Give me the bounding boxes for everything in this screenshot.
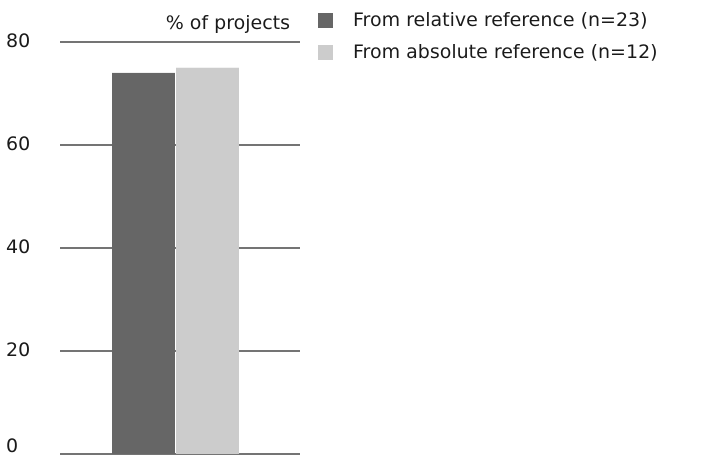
bars xyxy=(112,67,239,455)
y-tick-label-80: 80 xyxy=(6,30,30,52)
legend-swatch-absolute xyxy=(318,44,333,60)
bar-chart: 80 60 40 20 0 % of projects xyxy=(6,12,300,457)
y-tick-label-0: 0 xyxy=(6,435,18,457)
bar-relative-reference xyxy=(112,72,175,455)
y-tick-label-60: 60 xyxy=(6,133,30,155)
legend: From relative reference (n=23) From abso… xyxy=(318,6,658,70)
legend-item-absolute: From absolute reference (n=12) xyxy=(318,38,658,66)
y-tick-label-40: 40 xyxy=(6,236,30,258)
y-axis-unit-label: % of projects xyxy=(166,12,290,34)
legend-item-relative: From relative reference (n=23) xyxy=(318,6,658,34)
bar-absolute-reference xyxy=(176,67,239,454)
legend-label-absolute: From absolute reference (n=12) xyxy=(353,41,658,63)
y-tick-labels: 80 60 40 20 0 xyxy=(6,30,30,457)
y-tick-label-20: 20 xyxy=(6,339,30,361)
legend-label-relative: From relative reference (n=23) xyxy=(353,9,648,31)
legend-swatch-relative xyxy=(318,12,333,28)
